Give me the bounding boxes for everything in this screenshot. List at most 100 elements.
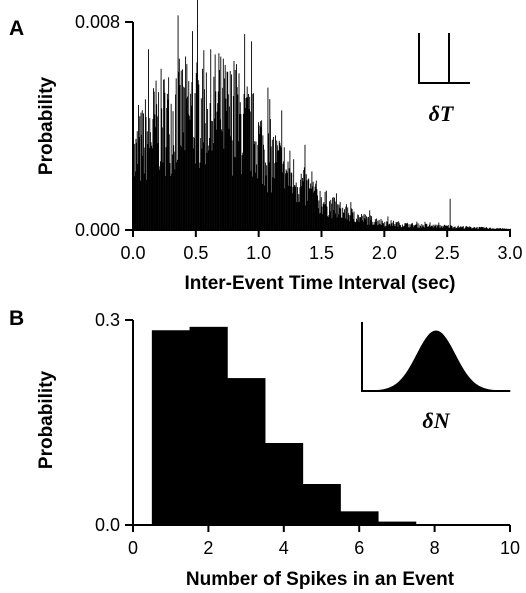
histogram-bar bbox=[454, 226, 455, 230]
histogram-bar bbox=[197, 79, 199, 231]
histogram-bar bbox=[401, 224, 403, 230]
histogram-bar bbox=[149, 132, 151, 230]
histogram-bar bbox=[388, 224, 390, 230]
histogram-bar bbox=[188, 81, 190, 230]
panel-b-histogram bbox=[151, 326, 417, 525]
histogram-bar bbox=[268, 162, 270, 230]
histogram-bar bbox=[167, 99, 169, 230]
histogram-bar bbox=[304, 144, 306, 230]
histogram-bar bbox=[196, 62, 198, 230]
histogram-bar bbox=[341, 217, 343, 230]
histogram-bar bbox=[162, 162, 164, 230]
histogram-bar bbox=[164, 92, 166, 230]
histogram-bar bbox=[190, 105, 192, 230]
histogram-bar bbox=[462, 226, 464, 230]
histogram-bar bbox=[272, 177, 274, 230]
histogram-bar bbox=[182, 69, 183, 230]
histogram-bar bbox=[165, 147, 167, 230]
histogram-bar bbox=[365, 219, 367, 230]
histogram-bar bbox=[336, 217, 338, 230]
histogram-bar bbox=[180, 70, 182, 231]
histogram-bar bbox=[296, 187, 298, 230]
histogram-bar bbox=[171, 173, 173, 230]
histogram-bar bbox=[345, 206, 347, 230]
histogram-bar bbox=[335, 193, 337, 230]
histogram-bar bbox=[278, 150, 280, 230]
histogram-bar bbox=[273, 137, 275, 230]
histogram-bar bbox=[425, 223, 427, 230]
histogram-bar bbox=[369, 215, 371, 230]
histogram-bar bbox=[212, 143, 214, 230]
histogram-bar bbox=[133, 176, 135, 230]
histogram-bar bbox=[444, 225, 446, 230]
histogram-bar bbox=[223, 148, 225, 230]
histogram-bar bbox=[376, 218, 378, 230]
histogram-bar bbox=[418, 227, 420, 230]
x-tick-label: 8 bbox=[430, 538, 440, 558]
histogram-bar bbox=[423, 227, 425, 230]
histogram-bar bbox=[351, 208, 352, 230]
panel-a-histogram bbox=[133, 0, 511, 231]
histogram-bar bbox=[205, 72, 207, 230]
histogram-bar bbox=[283, 147, 285, 230]
histogram-bar bbox=[157, 143, 159, 230]
histogram-bar bbox=[300, 179, 302, 230]
histogram-bar bbox=[382, 222, 384, 230]
histogram-bar bbox=[209, 103, 211, 230]
histogram-bar bbox=[455, 227, 457, 230]
histogram-bar bbox=[193, 137, 195, 230]
histogram-bar bbox=[295, 187, 297, 230]
histogram-bar bbox=[338, 204, 340, 230]
histogram-bar bbox=[253, 93, 254, 231]
panel-b-y-ticks: 0.0 0.3 bbox=[95, 310, 133, 535]
histogram-bar bbox=[351, 209, 353, 230]
histogram-bar bbox=[245, 98, 247, 230]
histogram-bar bbox=[204, 123, 206, 230]
histogram-bar bbox=[458, 227, 460, 230]
histogram-bar bbox=[241, 155, 243, 230]
histogram-bar bbox=[286, 171, 288, 230]
histogram-bar bbox=[481, 227, 483, 230]
histogram-bar bbox=[252, 93, 254, 230]
histogram-bar bbox=[343, 212, 345, 230]
histogram-bar bbox=[484, 227, 486, 230]
histogram-bar bbox=[450, 225, 452, 230]
histogram-bar bbox=[375, 222, 377, 230]
histogram-bar bbox=[384, 226, 386, 230]
histogram-bar bbox=[346, 219, 348, 230]
histogram-bar bbox=[285, 173, 286, 230]
histogram-bar bbox=[476, 226, 478, 230]
histogram-bar bbox=[258, 122, 259, 230]
histogram-bar bbox=[288, 185, 290, 230]
inset-gaussian-icon bbox=[361, 330, 511, 392]
histogram-bar bbox=[389, 225, 391, 230]
histogram-bar bbox=[246, 86, 248, 230]
histogram-bar bbox=[281, 172, 283, 230]
histogram-bar bbox=[222, 58, 224, 231]
histogram-bar bbox=[291, 173, 293, 230]
histogram-bar bbox=[151, 148, 153, 230]
histogram-bar bbox=[242, 113, 244, 230]
histogram-bar bbox=[171, 154, 173, 230]
histogram-bar bbox=[404, 223, 406, 230]
histogram-bar bbox=[188, 115, 190, 230]
histogram-bar bbox=[316, 189, 318, 230]
histogram-bar bbox=[411, 223, 413, 230]
histogram-bar bbox=[451, 226, 453, 230]
histogram-bar bbox=[355, 221, 357, 230]
histogram-bar bbox=[277, 150, 279, 230]
histogram-bar bbox=[239, 102, 241, 230]
histogram-bar bbox=[144, 147, 146, 230]
histogram-bar bbox=[347, 207, 349, 230]
histogram-bar bbox=[299, 187, 301, 230]
histogram-bar bbox=[263, 149, 265, 230]
histogram-bar bbox=[410, 224, 412, 230]
histogram-bar bbox=[219, 119, 221, 230]
histogram-bar bbox=[213, 76, 215, 230]
histogram-bar bbox=[302, 484, 341, 525]
histogram-bar bbox=[204, 89, 205, 230]
histogram-bar bbox=[352, 218, 354, 230]
histogram-bar bbox=[310, 183, 312, 230]
histogram-bar bbox=[437, 226, 439, 230]
histogram-bar bbox=[393, 220, 395, 230]
